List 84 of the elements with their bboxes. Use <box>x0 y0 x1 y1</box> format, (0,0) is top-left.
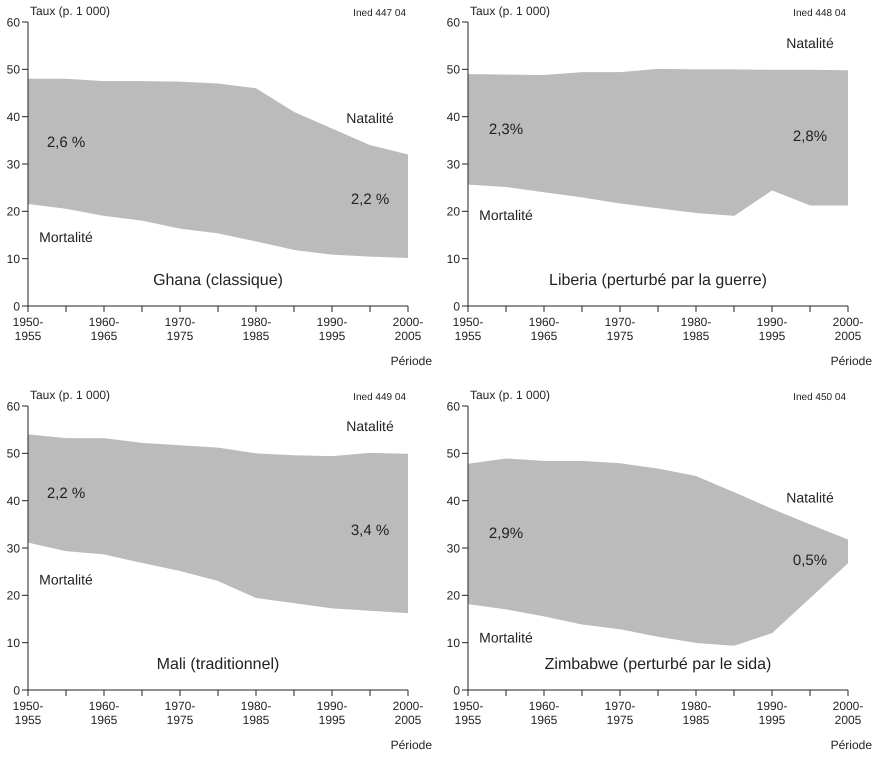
text: Liberia (perturbé par la guerre) <box>548 272 768 290</box>
x-tick-label: 1960- 1965 <box>528 315 560 343</box>
x-axis-title: Période <box>390 354 432 368</box>
x-tick-label: 1980- 1985 <box>240 315 272 343</box>
annotation: 2,2 % <box>46 485 86 502</box>
series-label: Natalité <box>786 34 834 51</box>
annotation: 2,2 % <box>350 191 390 208</box>
series-label: Mortalité <box>479 630 534 646</box>
text: Ined 450 04 <box>793 392 846 403</box>
annotation: 2,3% <box>488 121 524 138</box>
x-tick-label: 2000- 2005 <box>832 699 864 727</box>
y-tick-label: 10 <box>446 636 460 650</box>
y-tick-label: 20 <box>446 588 460 603</box>
x-tick-label: 1950- 1955 <box>452 699 484 727</box>
y-tick-label: 20 <box>6 588 20 603</box>
x-tick-label: 1950- 1955 <box>12 699 44 727</box>
y-tick-label: 40 <box>6 110 20 124</box>
y-tick-label: 60 <box>6 15 20 30</box>
y-tick-label: 50 <box>6 62 20 77</box>
text: Ghana (classique) <box>152 272 284 290</box>
annotation: 3,4 % <box>350 522 390 540</box>
y-tick-label: 10 <box>446 252 460 266</box>
text: Mali (traditionnel) <box>156 656 280 674</box>
series-label: Mortalité <box>479 207 534 224</box>
x-tick-label: 1960- 1965 <box>528 699 560 727</box>
x-tick-label: 1970- 1975 <box>604 699 636 727</box>
annotation: 2,8% <box>792 128 828 146</box>
x-tick-label: 1970- 1975 <box>164 315 196 343</box>
series-label: Natalité <box>346 110 394 126</box>
y-tick-label: 40 <box>6 494 20 508</box>
x-tick-label: 1980- 1985 <box>240 699 272 727</box>
text: Ined 449 04 <box>353 392 406 403</box>
x-tick-label: 1980- 1985 <box>680 699 712 727</box>
annotation: 0,5% <box>792 552 828 569</box>
x-tick-label: 1980- 1985 <box>680 315 712 343</box>
y-tick-label: 0 <box>453 299 460 314</box>
y-axis-title: Taux (p. 1 000) <box>470 388 550 402</box>
x-tick-label: 2000- 2005 <box>832 315 864 343</box>
y-axis-title: Taux (p. 1 000) <box>30 4 110 18</box>
y-tick-label: 30 <box>446 541 460 556</box>
y-tick-label: 60 <box>446 15 460 30</box>
annotation: 2,9% <box>488 524 524 542</box>
x-axis-title: Période <box>390 738 432 752</box>
text: Ined 448 04 <box>793 8 846 19</box>
y-tick-label: 10 <box>6 252 20 266</box>
y-axis-title: Taux (p. 1 000) <box>30 388 110 402</box>
y-tick-label: 20 <box>6 204 20 219</box>
y-tick-label: 40 <box>446 494 460 508</box>
x-tick-label: 2000- 2005 <box>392 699 424 727</box>
y-tick-label: 50 <box>446 62 460 77</box>
x-tick-label: 1990- 1995 <box>316 699 348 727</box>
x-tick-label: 1970- 1975 <box>164 699 196 727</box>
y-tick-label: 0 <box>13 299 20 314</box>
x-tick-label: 1970- 1975 <box>604 315 636 343</box>
x-tick-label: 1950- 1955 <box>452 315 484 343</box>
y-tick-label: 30 <box>6 541 20 556</box>
y-tick-label: 0 <box>13 683 20 698</box>
x-tick-label: 1960- 1965 <box>88 315 120 343</box>
text: Zimbabwe (perturbé par le sida) <box>544 656 772 674</box>
x-tick-label: 1990- 1995 <box>756 699 788 727</box>
y-tick-label: 40 <box>446 110 460 124</box>
y-tick-label: 20 <box>446 204 460 219</box>
series-label: Mortalité <box>39 571 94 588</box>
y-axis-title: Taux (p. 1 000) <box>470 4 550 18</box>
x-axis-title: Période <box>830 738 872 752</box>
series-label: Natalité <box>346 418 394 434</box>
x-tick-label: 1990- 1995 <box>316 315 348 343</box>
annotation: 2,6 % <box>46 134 86 152</box>
x-tick-label: 1960- 1965 <box>88 699 120 727</box>
series-label: Natalité <box>786 489 834 506</box>
text: Ined 447 04 <box>353 8 406 19</box>
x-tick-label: 1990- 1995 <box>756 315 788 343</box>
y-tick-label: 0 <box>453 683 460 698</box>
y-tick-label: 60 <box>6 399 20 414</box>
y-tick-label: 30 <box>6 157 20 172</box>
series-label: Mortalité <box>39 229 94 246</box>
y-tick-label: 50 <box>6 446 20 461</box>
y-tick-label: 50 <box>446 446 460 461</box>
x-axis-title: Période <box>830 354 872 368</box>
y-tick-label: 60 <box>446 399 460 414</box>
y-tick-label: 30 <box>446 157 460 172</box>
x-tick-label: 1950- 1955 <box>12 315 44 343</box>
x-tick-label: 2000- 2005 <box>392 315 424 343</box>
y-tick-label: 10 <box>6 636 20 650</box>
